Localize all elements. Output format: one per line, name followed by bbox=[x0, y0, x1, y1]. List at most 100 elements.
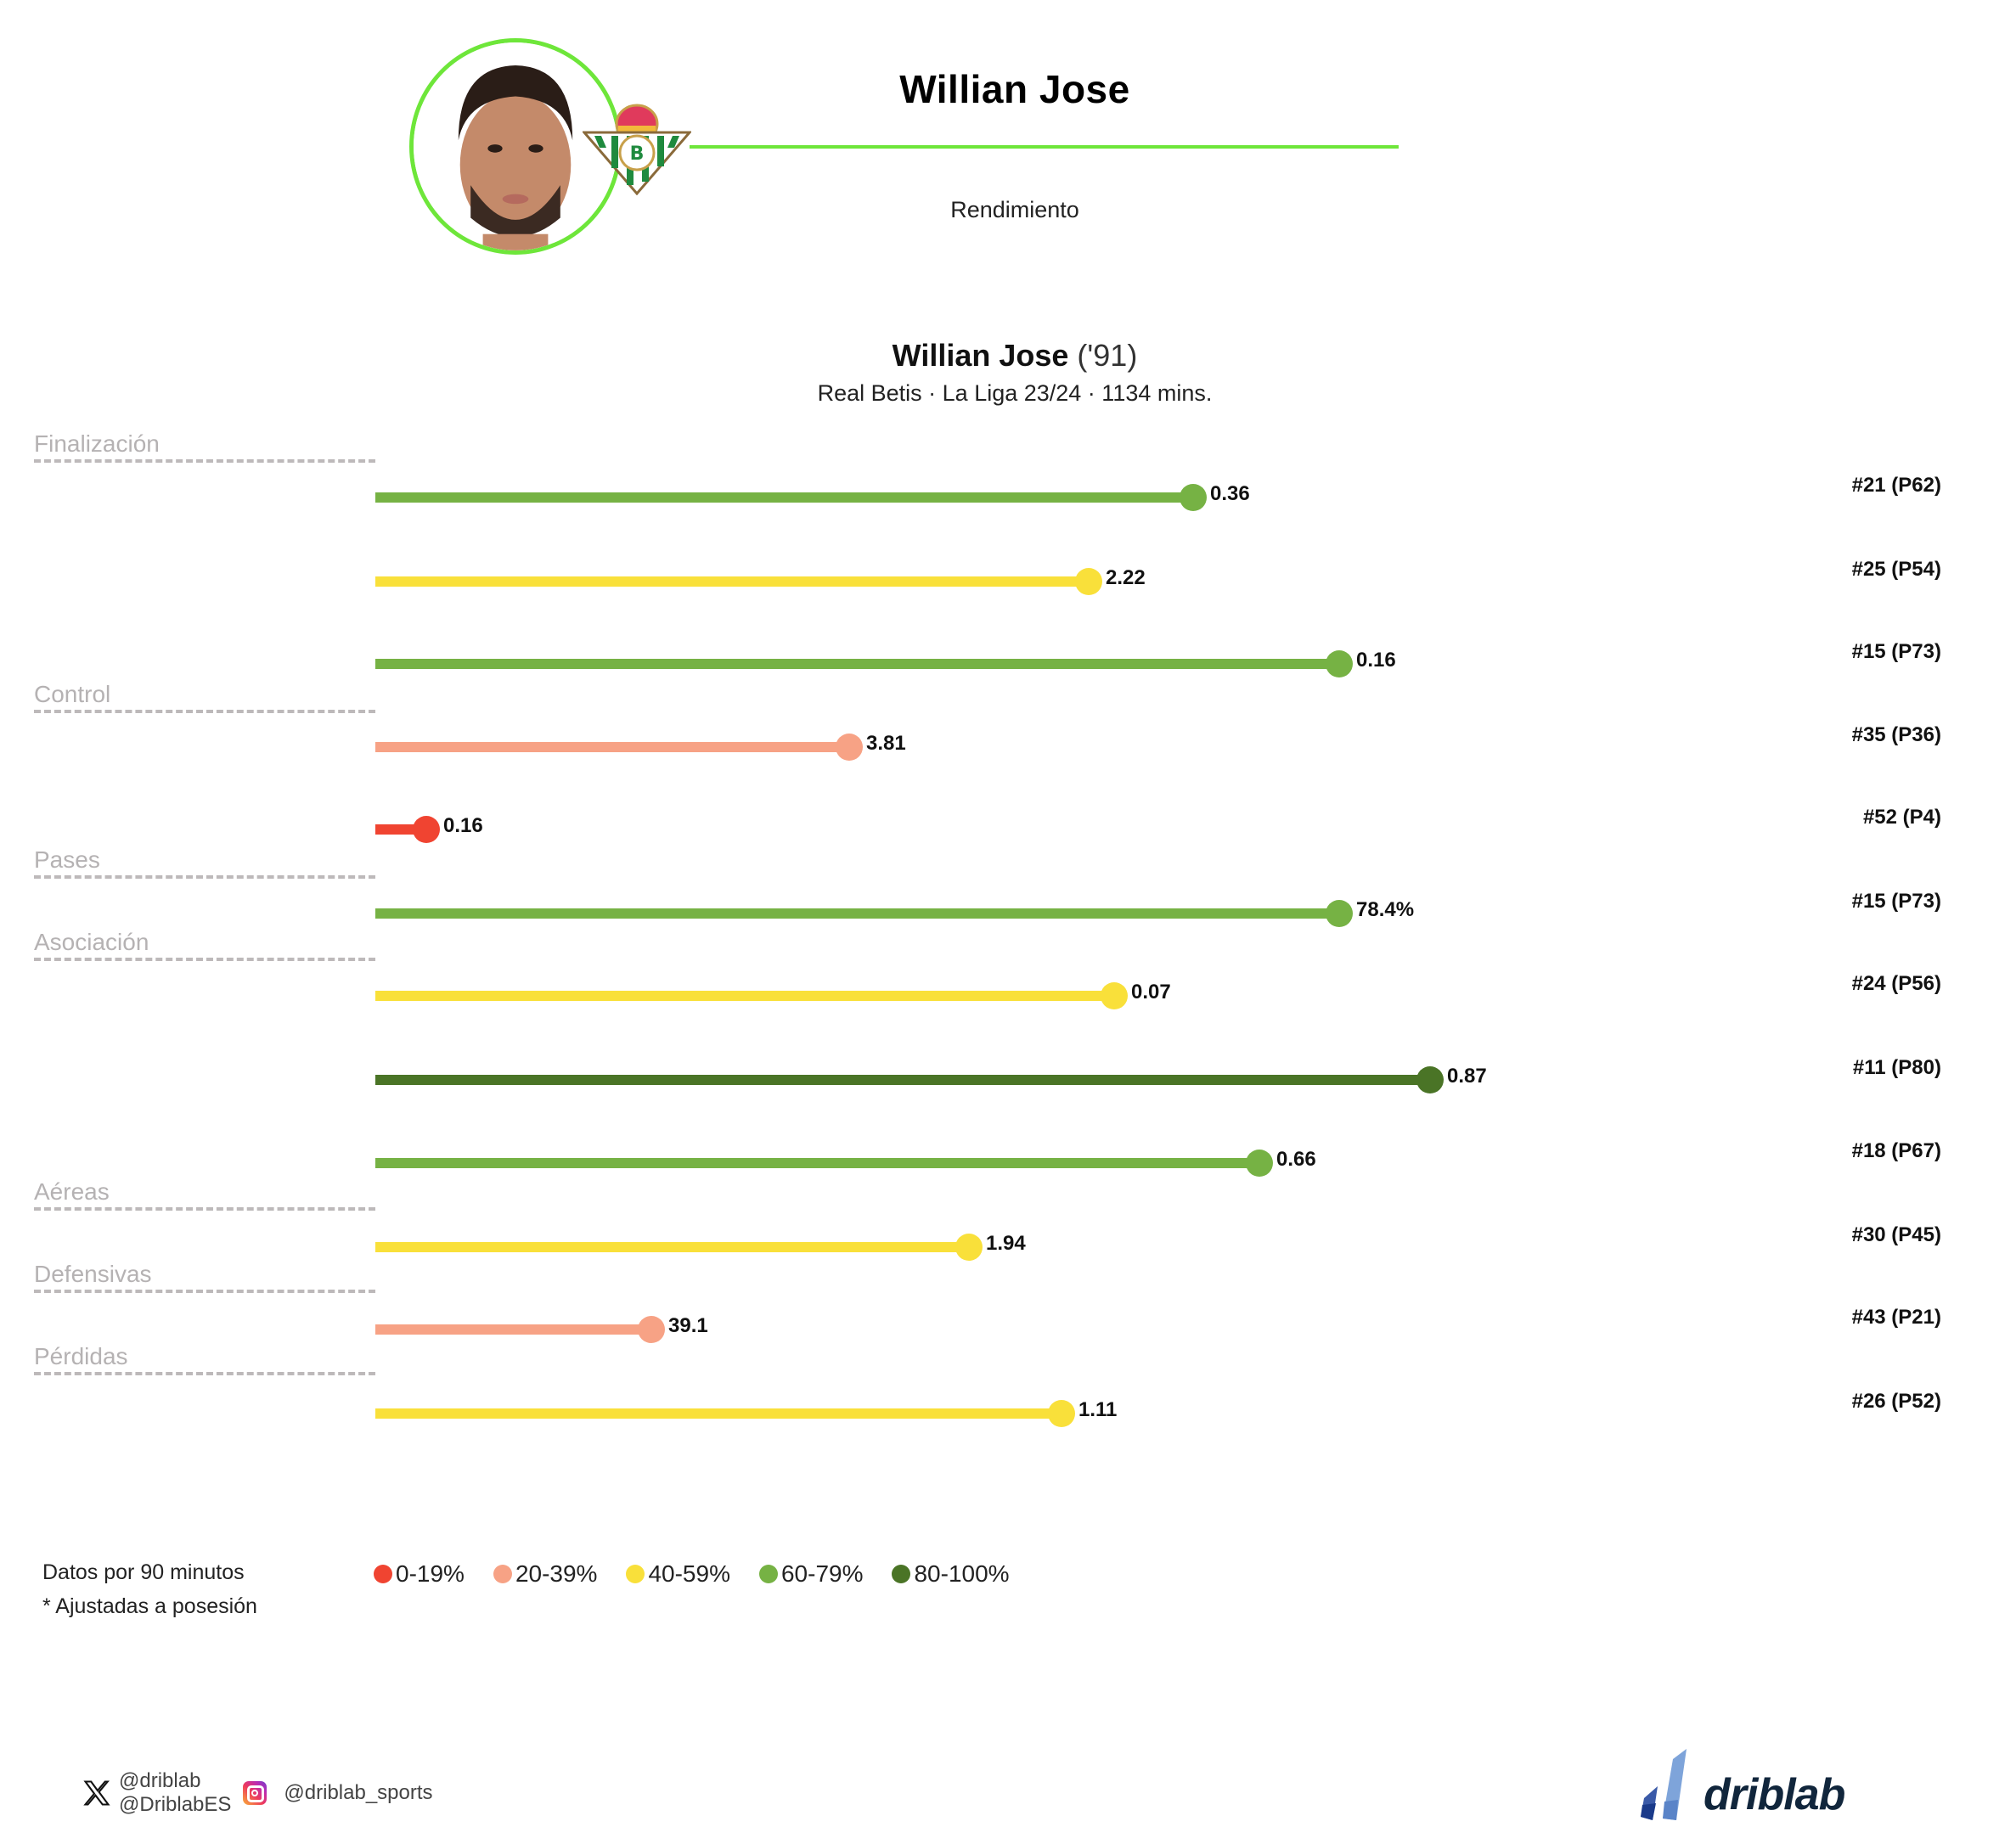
header-accent-line bbox=[690, 145, 1399, 149]
legend-dot-icon bbox=[493, 1565, 512, 1583]
metric-row: 1.94 #30 (P45) bbox=[0, 1223, 2016, 1264]
metric-value: 0.16 bbox=[1356, 649, 1396, 672]
legend-dot-icon bbox=[626, 1565, 645, 1583]
metric-row: 0.36 #21 (P62) bbox=[0, 474, 2016, 514]
metric-value: 2.22 bbox=[1106, 566, 1146, 589]
metric-rank: #18 (P67) bbox=[1851, 1139, 1941, 1162]
metric-dot bbox=[836, 734, 863, 761]
metric-dot bbox=[955, 1234, 983, 1261]
legend-dot-icon bbox=[892, 1565, 911, 1583]
metric-row: 78.4% #15 (P73) bbox=[0, 890, 2016, 930]
category-label: Defensivas bbox=[34, 1261, 152, 1288]
metric-rank: #35 (P36) bbox=[1851, 723, 1941, 746]
metric-bar bbox=[375, 576, 1089, 587]
metric-rank: #43 (P21) bbox=[1851, 1306, 1941, 1329]
category-1: Control bbox=[34, 679, 375, 713]
metric-dot bbox=[1048, 1400, 1075, 1427]
metric-dot bbox=[638, 1316, 665, 1343]
category-label: Asociación bbox=[34, 929, 149, 956]
x-handles: @driblab @DriblabES bbox=[119, 1769, 231, 1817]
metric-rank: #30 (P45) bbox=[1851, 1223, 1941, 1246]
metric-row: 0.16 #52 (P4) bbox=[0, 806, 2016, 846]
metric-dot bbox=[1326, 650, 1353, 677]
legend-item: 20-39% bbox=[493, 1560, 598, 1588]
instagram-handle[interactable]: @driblab_sports bbox=[284, 1781, 433, 1804]
metric-bar bbox=[375, 991, 1114, 1001]
metric-dot bbox=[1101, 982, 1128, 1009]
chart-notes: Datos por 90 minutos * Ajustadas a poses… bbox=[42, 1555, 257, 1623]
header-subtitle: Rendimiento bbox=[950, 197, 1079, 222]
legend-label: 80-100% bbox=[914, 1560, 1010, 1587]
legend-label: 0-19% bbox=[396, 1560, 465, 1587]
metric-row: 39.1 #43 (P21) bbox=[0, 1306, 2016, 1346]
metric-row: 3.81 #35 (P36) bbox=[0, 723, 2016, 764]
category-label: Finalización bbox=[34, 430, 160, 458]
metric-rank: #21 (P62) bbox=[1851, 474, 1941, 497]
metric-row: 2.22 #25 (P54) bbox=[0, 558, 2016, 599]
metric-rank: #15 (P73) bbox=[1851, 640, 1941, 663]
metric-rank: #11 (P80) bbox=[1852, 1056, 1941, 1079]
social-handles: @driblab @DriblabES @driblab_sports bbox=[82, 1769, 433, 1817]
percentile-legend: 0-19% 20-39% 40-59% 60-79% 80-100% bbox=[374, 1560, 1039, 1588]
category-4: Aéreas bbox=[34, 1177, 375, 1211]
note-possession-adjusted: * Ajustadas a posesión bbox=[42, 1594, 257, 1618]
category-2: Pases bbox=[34, 845, 375, 879]
category-label: Control bbox=[34, 681, 111, 708]
category-divider bbox=[34, 459, 375, 463]
player-photo-icon bbox=[414, 42, 617, 250]
metric-value: 3.81 bbox=[866, 732, 906, 755]
metric-dot bbox=[1416, 1066, 1444, 1093]
metric-rank: #26 (P52) bbox=[1851, 1390, 1941, 1413]
category-divider bbox=[34, 710, 375, 713]
metric-value: 0.66 bbox=[1276, 1148, 1316, 1171]
category-3: Asociación bbox=[34, 927, 375, 961]
metric-value: 0.87 bbox=[1447, 1065, 1487, 1088]
metric-value: 78.4% bbox=[1356, 898, 1415, 921]
legend-dot-icon bbox=[758, 1565, 778, 1583]
legend-label: 20-39% bbox=[515, 1560, 598, 1587]
legend-label: 60-79% bbox=[780, 1560, 864, 1587]
legend-item: 40-59% bbox=[626, 1560, 730, 1588]
legend-item: 60-79% bbox=[758, 1560, 864, 1588]
chart-subtitle: Real Betis · La Liga 23/24 · 1134 mins. bbox=[817, 380, 1213, 406]
metric-row: 0.16 #15 (P73) bbox=[0, 640, 2016, 681]
metric-bar bbox=[375, 1158, 1259, 1168]
driblab-mark-icon bbox=[1641, 1749, 1687, 1820]
svg-text:B: B bbox=[630, 143, 645, 165]
x-handle-driblabes[interactable]: @DriblabES bbox=[119, 1793, 232, 1816]
legend-dot-icon bbox=[374, 1565, 392, 1583]
metric-value: 0.16 bbox=[443, 814, 483, 837]
driblab-wordmark: driblab bbox=[1703, 1770, 1845, 1819]
player-avatar bbox=[409, 38, 622, 255]
metric-value: 0.36 bbox=[1210, 482, 1250, 505]
metric-row: 0.66 #18 (P67) bbox=[0, 1139, 2016, 1180]
category-6: Pérdidas bbox=[34, 1341, 375, 1375]
chart-birth-year: ('91) bbox=[1077, 338, 1138, 373]
metric-row: 0.87 #11 (P80) bbox=[0, 1056, 2016, 1097]
category-divider bbox=[34, 1372, 375, 1375]
category-divider bbox=[34, 958, 375, 961]
category-label: Pases bbox=[34, 846, 100, 874]
legend-item: 80-100% bbox=[892, 1560, 1010, 1588]
metric-bar bbox=[375, 908, 1339, 919]
metric-dot bbox=[413, 816, 440, 843]
metric-bar bbox=[375, 492, 1193, 503]
metric-row: 1.11 #26 (P52) bbox=[0, 1390, 2016, 1431]
metric-row: 0.07 #24 (P56) bbox=[0, 972, 2016, 1013]
x-twitter-icon bbox=[83, 1780, 110, 1806]
metric-dot bbox=[1180, 484, 1207, 511]
x-handle-driblab[interactable]: @driblab bbox=[119, 1769, 201, 1792]
category-label: Pérdidas bbox=[34, 1343, 128, 1370]
player-name-title: Willian Jose bbox=[899, 67, 1130, 111]
instagram-icon bbox=[243, 1781, 267, 1805]
category-divider bbox=[34, 1290, 375, 1293]
metric-bar bbox=[375, 1242, 969, 1252]
metric-rank: #15 (P73) bbox=[1851, 890, 1941, 913]
metric-dot bbox=[1075, 568, 1102, 595]
metric-rank: #25 (P54) bbox=[1851, 558, 1941, 581]
legend-label: 40-59% bbox=[648, 1560, 730, 1587]
metric-value: 1.94 bbox=[986, 1232, 1026, 1255]
category-divider bbox=[34, 1207, 375, 1211]
metric-rank: #52 (P4) bbox=[1862, 806, 1941, 829]
metric-bar bbox=[375, 1324, 651, 1335]
